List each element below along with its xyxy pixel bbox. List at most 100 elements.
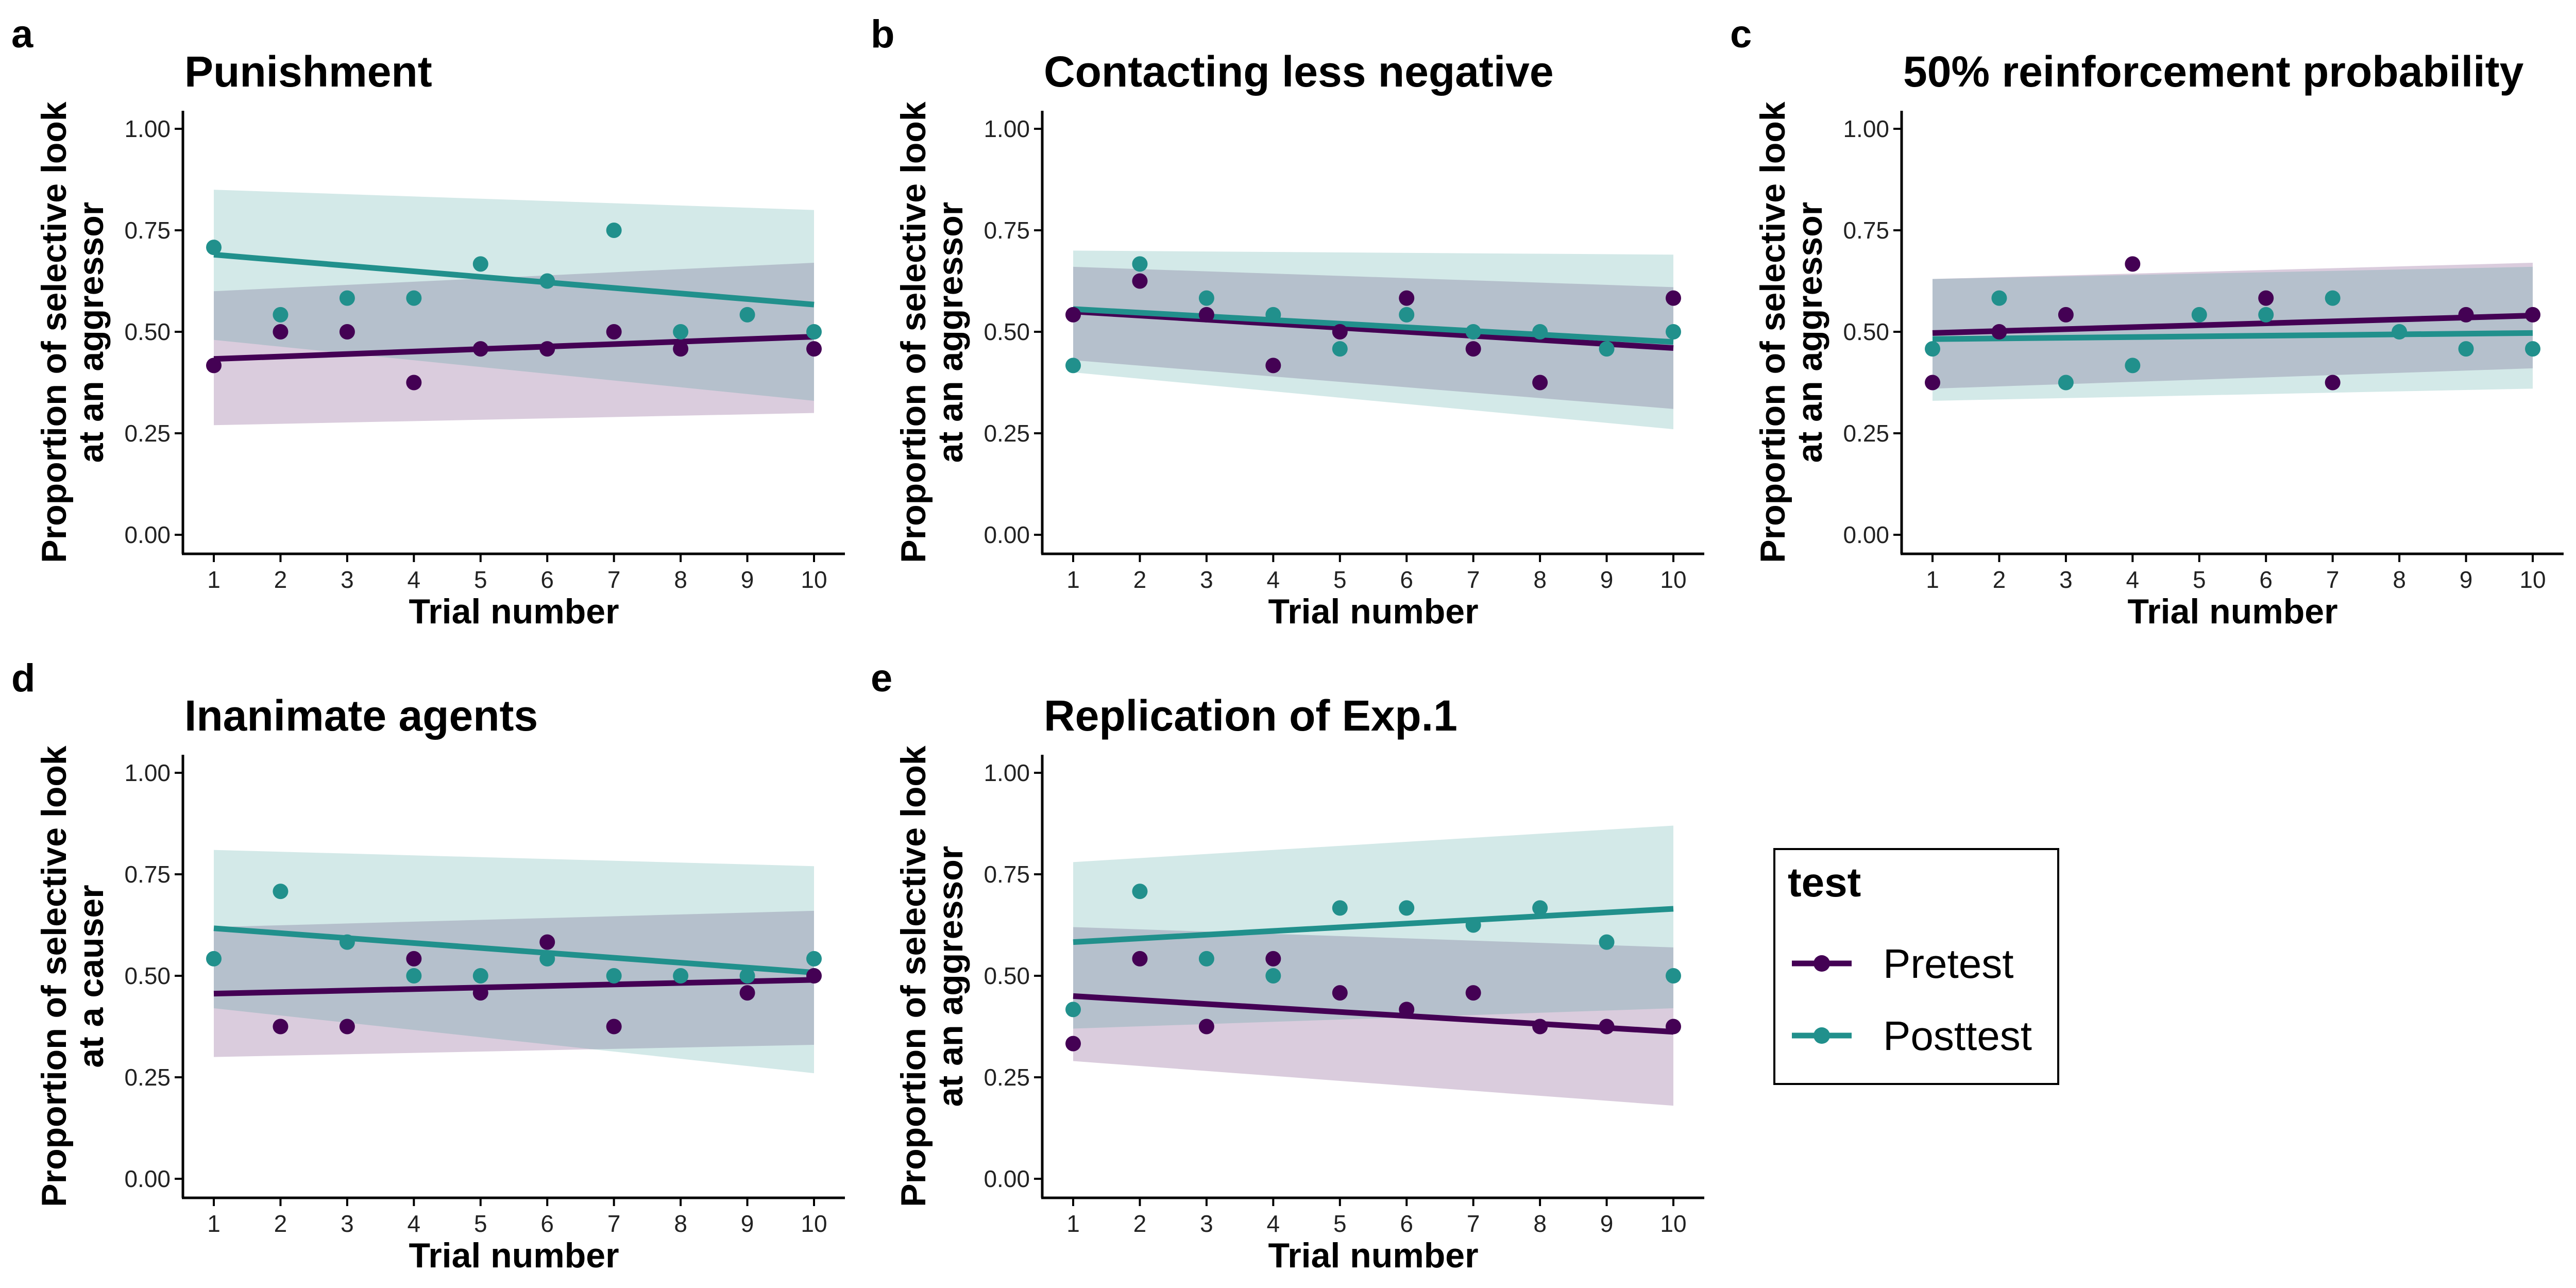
data-point-posttest xyxy=(1599,934,1615,950)
data-point-posttest xyxy=(1465,917,1481,933)
x-tick-label: 6 xyxy=(2259,566,2273,593)
data-point-posttest xyxy=(1198,290,1214,306)
data-point-pretest xyxy=(806,341,822,357)
x-tick-label: 2 xyxy=(274,566,287,593)
data-point-pretest xyxy=(606,324,622,340)
data-point-pretest xyxy=(1132,951,1148,967)
x-tick-label: 3 xyxy=(1200,1210,1213,1237)
panel-e: e Replication of Exp.1 0.00 0.25 0.50 0.75 1.0… xyxy=(871,656,1704,1275)
legend-label: Posttest xyxy=(1883,1013,2032,1059)
legend-label: Pretest xyxy=(1883,941,2013,987)
y-tick-label: 1.00 xyxy=(1843,115,1889,142)
data-point-pretest xyxy=(2258,290,2274,306)
data-point-pretest xyxy=(1925,375,1940,391)
y-tick-label: 0.75 xyxy=(124,217,171,244)
data-point-posttest xyxy=(2525,341,2540,357)
y-tick-label: 0.50 xyxy=(124,318,171,345)
x-tick-label: 8 xyxy=(2393,566,2406,593)
y-tick-label: 0.25 xyxy=(1843,420,1889,447)
x-tick-label: 5 xyxy=(474,566,487,593)
y-tick-label: 0.50 xyxy=(124,962,171,989)
data-point-posttest xyxy=(539,273,555,289)
data-point-pretest xyxy=(1599,1019,1615,1035)
data-point-posttest xyxy=(1399,900,1415,916)
data-point-posttest xyxy=(339,934,355,950)
y-tick-label: 1.00 xyxy=(984,115,1030,142)
panel-title: 50% reinforcement probability xyxy=(1903,47,2524,96)
legend-title: test xyxy=(1788,859,1861,905)
x-tick-label: 7 xyxy=(607,566,621,593)
panel-title: Punishment xyxy=(184,47,432,96)
y-tick-label: 0.50 xyxy=(1843,318,1889,345)
data-point-pretest xyxy=(2125,256,2141,272)
trend-line-posttest xyxy=(1932,330,2533,342)
y-axis-title-line-2: at an aggressor xyxy=(72,202,111,463)
x-tick-label: 7 xyxy=(607,1210,621,1237)
data-point-pretest xyxy=(1265,951,1281,967)
x-tick-label: 6 xyxy=(1400,566,1413,593)
x-tick-label: 8 xyxy=(1533,1210,1547,1237)
data-point-pretest xyxy=(1332,985,1348,1001)
data-point-pretest xyxy=(606,1019,622,1035)
x-tick-label: 10 xyxy=(2519,566,2546,593)
y-tick-label: 0.00 xyxy=(984,521,1030,548)
y-tick-label: 0.75 xyxy=(1843,217,1889,244)
x-tick-label: 9 xyxy=(741,1210,754,1237)
data-point-posttest xyxy=(472,256,488,272)
data-point-posttest xyxy=(806,951,822,967)
data-point-posttest xyxy=(1666,968,1681,984)
y-axis-title-line-2: at an aggressor xyxy=(931,202,970,463)
y-tick-label: 0.75 xyxy=(984,217,1030,244)
ci-band-pretest xyxy=(214,263,814,426)
data-point-pretest xyxy=(1532,375,1548,391)
x-tick-label: 10 xyxy=(801,566,827,593)
y-tick-label: 1.00 xyxy=(984,759,1030,786)
y-axis-title-line-1: Proportion of selective look xyxy=(894,745,933,1207)
panel-letter: d xyxy=(11,656,35,700)
data-point-posttest xyxy=(739,307,755,323)
ci-band-posttest xyxy=(214,850,814,1074)
data-point-posttest xyxy=(1332,341,1348,357)
x-axis-title: Trial number xyxy=(409,1236,619,1275)
data-point-posttest xyxy=(1925,341,1940,357)
data-point-posttest xyxy=(206,240,222,256)
y-tick-label: 0.00 xyxy=(124,521,171,548)
x-tick-label: 6 xyxy=(540,566,554,593)
x-axis-title: Trial number xyxy=(409,592,619,631)
data-point-posttest xyxy=(673,968,689,984)
data-point-pretest xyxy=(1465,985,1481,1001)
data-point-posttest xyxy=(2191,307,2207,323)
y-tick-label: 0.25 xyxy=(984,420,1030,447)
data-point-pretest xyxy=(472,985,488,1001)
data-point-posttest xyxy=(806,324,822,340)
panel-d: d Inanimate agents 0.00 0.25 0.50 0.75 1.00 1 2 3… xyxy=(11,656,845,1275)
data-point-pretest xyxy=(739,985,755,1001)
y-axis-title-line-2: at a causer xyxy=(72,885,111,1067)
data-point-pretest xyxy=(539,341,555,357)
data-point-pretest xyxy=(1666,290,1681,306)
data-point-posttest xyxy=(1666,324,1681,340)
data-point-posttest xyxy=(1065,1002,1081,1018)
data-point-pretest xyxy=(339,1019,355,1035)
x-tick-label: 10 xyxy=(1660,1210,1686,1237)
legend-item-posttest: Posttest xyxy=(1792,1013,2032,1059)
data-point-posttest xyxy=(1599,341,1615,357)
panel-a: a Punishment 0.00 0.25 0.50 0.75 1.00 1 2 3 4 5 6 7 8 9… xyxy=(11,12,845,631)
x-tick-label: 3 xyxy=(2059,566,2073,593)
x-tick-label: 2 xyxy=(1133,1210,1147,1237)
data-point-posttest xyxy=(406,968,422,984)
y-axis-title-line-1: Proportion of selective look xyxy=(35,745,74,1207)
y-tick-label: 0.25 xyxy=(124,420,171,447)
y-tick-label: 0.50 xyxy=(984,962,1030,989)
x-tick-label: 3 xyxy=(341,1210,354,1237)
x-tick-label: 4 xyxy=(2126,566,2140,593)
data-point-pretest xyxy=(1198,307,1214,323)
data-point-posttest xyxy=(339,290,355,306)
y-axis-title-line-1: Proportion of selective look xyxy=(894,101,933,563)
trend-line-pretest xyxy=(213,333,815,362)
x-tick-label: 9 xyxy=(741,566,754,593)
